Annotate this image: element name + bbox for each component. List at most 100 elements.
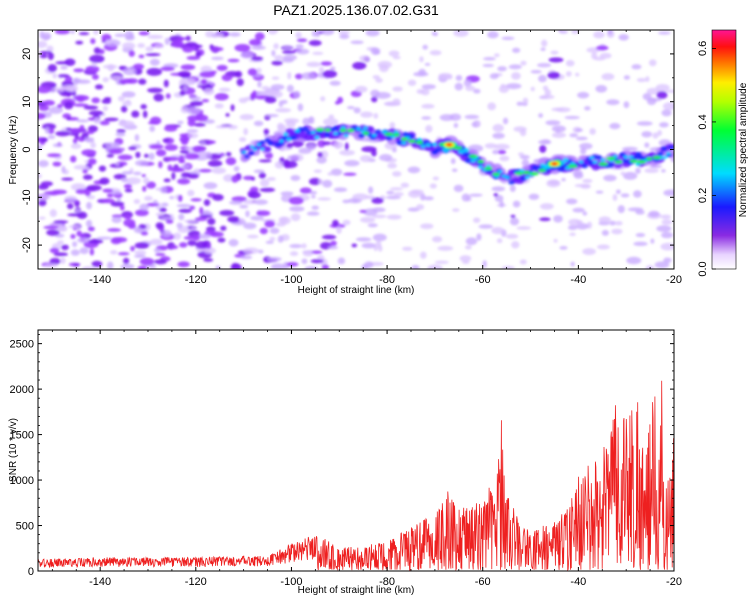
heatmap-noise-blob xyxy=(301,258,308,265)
heatmap-noise-blob xyxy=(282,45,295,50)
y-tick-label: 1000 xyxy=(10,475,34,487)
heatmap-noise-blob xyxy=(229,32,241,37)
heatmap-noise-blob xyxy=(478,224,494,229)
heatmap-noise-blob xyxy=(145,46,154,52)
heatmap-noise-blob xyxy=(55,61,70,65)
heatmap-noise-blob xyxy=(88,110,104,116)
heatmap-ridge-blob xyxy=(355,127,362,131)
heatmap-noise-blob xyxy=(576,223,589,230)
heatmap-noise-blob xyxy=(538,139,552,145)
heatmap-noise-blob xyxy=(69,128,80,134)
heatmap-noise-blob xyxy=(564,115,580,120)
heatmap-noise-blob xyxy=(48,106,63,114)
heatmap-noise-blob xyxy=(176,203,191,208)
heatmap-noise-blob xyxy=(49,257,61,265)
heatmap-noise-blob xyxy=(322,141,332,146)
heatmap-noise-blob xyxy=(337,30,350,35)
heatmap-noise-blob xyxy=(83,105,99,110)
heatmap-noise-blob xyxy=(283,194,291,202)
heatmap-noise-blob xyxy=(66,203,74,210)
heatmap-noise-blob xyxy=(287,154,300,161)
heatmap-noise-blob xyxy=(104,97,112,101)
heatmap-noise-blob xyxy=(136,227,142,232)
heatmap-noise-blob xyxy=(261,85,270,91)
heatmap-noise-blob xyxy=(46,45,54,53)
heatmap-noise-blob xyxy=(139,257,155,266)
heatmap-noise-blob xyxy=(317,139,326,148)
heatmap-noise-blob xyxy=(99,177,110,185)
heatmap-noise-blob xyxy=(317,151,323,158)
heatmap-noise-blob xyxy=(582,178,593,184)
heatmap-noise-blob xyxy=(105,39,112,45)
heatmap-noise-blob xyxy=(114,33,126,37)
heatmap-noise-blob xyxy=(155,149,167,157)
heatmap-noise-blob xyxy=(343,172,357,176)
heatmap-noise-blob xyxy=(249,186,259,193)
heatmap-noise-blob xyxy=(195,241,209,249)
heatmap-ridge-blob xyxy=(661,146,668,151)
heatmap-noise-blob xyxy=(301,243,307,249)
heatmap-ridge-blob xyxy=(504,175,510,180)
heatmap-noise-blob xyxy=(636,121,653,126)
heatmap-ridge-blob xyxy=(314,135,320,140)
heatmap-noise-blob xyxy=(88,239,104,244)
heatmap-noise-blob xyxy=(344,142,349,151)
heatmap-noise-blob xyxy=(657,31,671,35)
heatmap-noise-blob xyxy=(227,124,238,130)
heatmap-noise-blob xyxy=(110,190,122,195)
heatmap-noise-blob xyxy=(115,132,126,137)
heatmap-ridge-blob xyxy=(357,133,365,139)
heatmap-noise-blob xyxy=(330,168,343,176)
heatmap-noise-blob xyxy=(47,153,61,158)
heatmap-noise-blob xyxy=(269,236,276,242)
heatmap-noise-blob xyxy=(60,257,66,264)
heatmap-noise-blob xyxy=(492,132,505,139)
heatmap-high-blob xyxy=(492,172,501,177)
heatmap-noise-blob xyxy=(131,110,140,118)
heatmap-noise-blob xyxy=(126,78,138,84)
heatmap-noise-blob xyxy=(259,179,270,187)
heatmap-noise-blob xyxy=(512,200,521,208)
heatmap-ridge-blob xyxy=(470,158,477,163)
heatmap-noise-blob xyxy=(463,79,472,87)
heatmap-noise-blob xyxy=(392,147,397,153)
heatmap-noise-blob xyxy=(317,197,332,201)
heatmap-noise-blob xyxy=(620,193,630,198)
heatmap-noise-blob xyxy=(209,70,217,74)
heatmap-noise-blob xyxy=(263,89,279,97)
heatmap-noise-blob xyxy=(145,53,161,57)
heatmap-ridge-blob xyxy=(531,165,539,171)
heatmap-noise-blob xyxy=(355,85,368,93)
heatmap-noise-blob xyxy=(180,77,196,83)
heatmap-noise-blob xyxy=(465,85,476,92)
heatmap-noise-blob xyxy=(182,85,188,92)
y-tick-label: 0 xyxy=(21,146,33,152)
heatmap-noise-blob xyxy=(46,229,60,236)
heatmap-noise-blob xyxy=(499,200,504,208)
heatmap-noise-blob xyxy=(133,171,142,176)
heatmap-noise-blob xyxy=(661,231,674,239)
heatmap-noise-blob xyxy=(207,140,216,144)
heatmap-noise-blob xyxy=(61,244,69,251)
colorbar-tick-label: 0.2 xyxy=(697,188,709,203)
heatmap-noise-blob xyxy=(318,178,324,185)
heatmap-noise-blob xyxy=(411,264,420,269)
heatmap-noise-blob xyxy=(215,33,224,38)
heatmap-noise-blob xyxy=(85,219,93,228)
heatmap-noise-blob xyxy=(38,105,50,112)
heatmap-noise-blob xyxy=(505,83,522,90)
heatmap-noise-blob xyxy=(123,219,136,227)
heatmap-noise-blob xyxy=(559,245,568,250)
heatmap-ridge-blob xyxy=(283,132,289,136)
x-tick-label: -20 xyxy=(666,576,682,588)
heatmap-noise-blob xyxy=(163,79,169,88)
heatmap-noise-blob xyxy=(110,250,118,255)
heatmap-noise-blob xyxy=(234,70,243,78)
heatmap-noise-blob xyxy=(540,47,546,51)
heatmap-high-blob xyxy=(324,128,331,132)
heatmap-noise-blob xyxy=(371,96,378,103)
heatmap-noise-blob xyxy=(89,248,95,256)
heatmap-noise-blob xyxy=(280,191,294,196)
heatmap-noise-blob xyxy=(133,199,141,205)
heatmap-noise-blob xyxy=(225,113,230,117)
